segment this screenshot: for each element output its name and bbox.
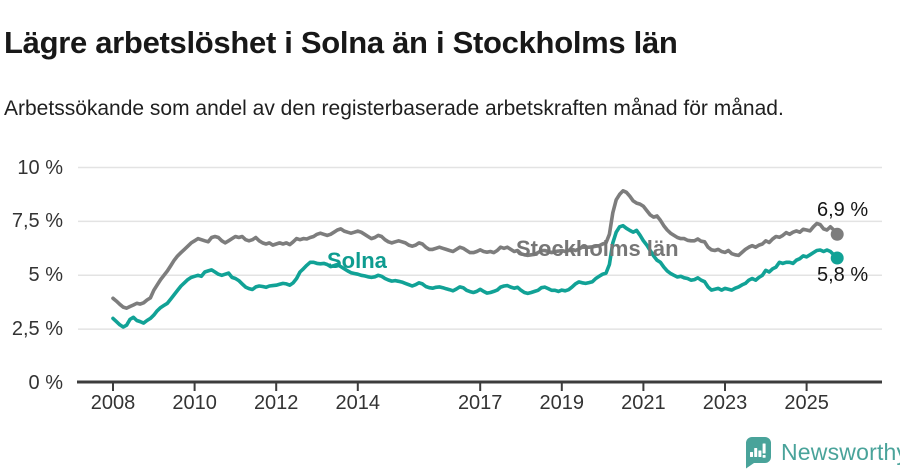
end-value-label-stockholms-lan: 6,9 %: [817, 199, 869, 221]
x-axis-label: 2014: [335, 392, 381, 414]
y-axis-label: 5 %: [28, 264, 63, 287]
newsworthy-logo[interactable]: Newsworthy: [743, 435, 900, 469]
x-axis-label: 2023: [702, 392, 748, 414]
x-axis-label: 2010: [172, 392, 217, 414]
series-end-dot-solna: [830, 251, 844, 265]
series-line-solna: [111, 223, 840, 329]
page-subtitle: Arbetssökande som andel av den registerb…: [4, 97, 784, 120]
series-end-dot-stockholms-lan: [830, 227, 844, 241]
y-axis-label: 0 %: [28, 372, 63, 394]
x-axis-label: 2012: [253, 392, 299, 414]
x-axis-label: 2008: [90, 392, 136, 414]
end-value-label-solna: 5,8 %: [817, 264, 869, 286]
x-axis-label: 2025: [784, 392, 829, 414]
series-label-stockholms-lan: Stockholms län: [516, 236, 679, 261]
series-line-stockholms-lan: [111, 189, 840, 311]
x-axis-label: 2021: [621, 392, 666, 414]
y-axis-label: 2,5 %: [11, 318, 63, 341]
brand-name: Newsworthy: [781, 438, 900, 465]
page-title: Lägre arbetslöshet i Solna än i Stockhol…: [4, 24, 678, 60]
y-axis-label: 10 %: [17, 156, 63, 179]
series-label-solna: Solna: [327, 248, 387, 273]
x-axis-label: 2017: [457, 392, 503, 414]
x-axis-label: 2019: [539, 392, 585, 414]
bar-chart-exclamation-bubble-icon: [743, 436, 772, 469]
y-axis-label: 7,5 %: [11, 210, 63, 233]
